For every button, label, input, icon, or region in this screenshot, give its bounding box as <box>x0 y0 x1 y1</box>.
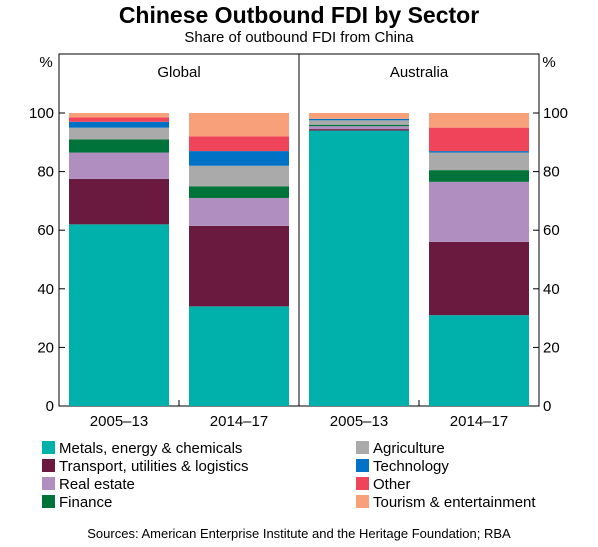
legend-label: Real estate <box>59 476 135 493</box>
bar-segment-australia-2005–13-technology <box>309 118 409 121</box>
bar-segment-australia-2005–13-real-estate <box>309 126 409 130</box>
bar-segment-global-2005–13-technology <box>69 121 169 128</box>
panel-title-global: Global <box>157 64 200 81</box>
legend-swatch <box>356 459 369 472</box>
legend-item: Tourism & entertainment <box>356 494 536 512</box>
y-tick-label-right: 60 <box>543 222 560 239</box>
legend-swatch <box>356 441 369 454</box>
chart-title: Chinese Outbound FDI by Sector <box>118 2 480 28</box>
bar-segment-global-2005–13-real-estate <box>69 152 169 179</box>
legend-label: Agriculture <box>373 440 445 457</box>
legend-item: Finance <box>42 494 112 512</box>
bar-segment-australia-2005–13-tourism-entertainment <box>309 113 409 119</box>
y-axis-unit-right: % <box>542 54 555 71</box>
legend-item: Agriculture <box>356 440 445 458</box>
bar-segment-global-2014–17-transport-utilities-logistics <box>189 225 289 307</box>
y-tick-label-right: 100 <box>543 105 568 122</box>
bar-segment-global-2005–13-transport-utilities-logistics <box>69 178 169 225</box>
stacked-bar-chart: Global 2005–13 2014–17 Australia 2005–13 2014… <box>29 53 568 430</box>
bar-segment-australia-2005–13-transport-utilities-logistics <box>309 129 409 131</box>
legend-item: Metals, energy & chemicals <box>42 440 242 458</box>
legend-label: Technology <box>373 458 449 475</box>
legend-swatch <box>42 495 55 508</box>
bar-segment-australia-2005–13-metals-energy-chemicals <box>309 130 409 406</box>
bar-segment-australia-2014–17-finance <box>429 170 529 182</box>
y-tick-label-left: 100 <box>29 105 54 122</box>
legend-item: Transport, utilities & logistics <box>42 458 249 476</box>
bar-segment-australia-2005–13-agriculture <box>309 120 409 125</box>
bar-segment-global-2014–17-other <box>189 136 289 152</box>
bar-segment-global-2005–13-finance <box>69 139 169 153</box>
chart-legend: Metals, energy & chemicals Transport, uti… <box>0 440 598 520</box>
bar-segment-australia-2014–17-transport-utilities-logistics <box>429 241 529 316</box>
y-tick-label-right: 20 <box>543 339 560 356</box>
y-tick-label-right: 0 <box>543 398 551 415</box>
bar-segment-global-2014–17-metals-energy-chemicals <box>189 306 289 406</box>
x-tick-label: 2014–17 <box>210 413 268 430</box>
bar-segment-australia-2014–17-other <box>429 127 529 152</box>
bar-segment-global-2005–13-metals-energy-chemicals <box>69 224 169 406</box>
bar-segment-global-2014–17-finance <box>189 186 289 198</box>
legend-item: Technology <box>356 458 449 476</box>
legend-label: Other <box>373 476 411 493</box>
x-tick-label: 2014–17 <box>450 413 508 430</box>
legend-swatch <box>356 495 369 508</box>
legend-swatch <box>42 441 55 454</box>
y-tick-label-right: 80 <box>543 164 560 181</box>
bar-segment-global-2005–13-agriculture <box>69 127 169 140</box>
bar-segment-australia-2014–17-real-estate <box>429 181 529 242</box>
legend-label: Metals, energy & chemicals <box>59 440 243 457</box>
legend-label: Transport, utilities & logistics <box>59 458 249 475</box>
x-tick-label: 2005–13 <box>90 413 148 430</box>
bar-segment-australia-2014–17-technology <box>429 151 529 153</box>
bar-segment-global-2014–17-real-estate <box>189 197 289 226</box>
bar-segment-global-2005–13-tourism-entertainment <box>69 113 169 118</box>
y-tick-label-left: 20 <box>37 339 54 356</box>
y-tick-label-right: 40 <box>543 281 560 298</box>
x-tick-label: 2005–13 <box>330 413 388 430</box>
legend-swatch <box>42 477 55 490</box>
panel-title-australia: Australia <box>390 64 449 81</box>
legend-label: Tourism & entertainment <box>373 494 536 511</box>
chart-subtitle: Share of outbound FDI from China <box>184 29 414 46</box>
y-tick-label-left: 40 <box>37 281 54 298</box>
legend-item: Other <box>356 476 411 494</box>
y-tick-label-left: 0 <box>46 398 54 415</box>
bar-segment-global-2005–13-other <box>69 117 169 122</box>
bar-segment-australia-2014–17-agriculture <box>429 152 529 171</box>
bar-segment-australia-2014–17-metals-energy-chemicals <box>429 315 529 406</box>
bar-segment-global-2014–17-technology <box>189 151 289 166</box>
source-note: Sources: American Enterprise Institute a… <box>87 526 511 541</box>
legend-label: Finance <box>59 494 113 511</box>
y-tick-label-left: 80 <box>37 164 54 181</box>
y-tick-label-left: 60 <box>37 222 54 239</box>
legend-swatch <box>356 477 369 490</box>
bar-segment-australia-2014–17-tourism-entertainment <box>429 113 529 128</box>
y-axis-unit-left: % <box>39 54 52 71</box>
bar-segment-global-2014–17-agriculture <box>189 165 289 187</box>
legend-swatch <box>42 459 55 472</box>
bar-segment-global-2014–17-tourism-entertainment <box>189 113 289 137</box>
bar-segment-australia-2005–13-finance <box>309 124 409 127</box>
legend-item: Real estate <box>42 476 135 494</box>
